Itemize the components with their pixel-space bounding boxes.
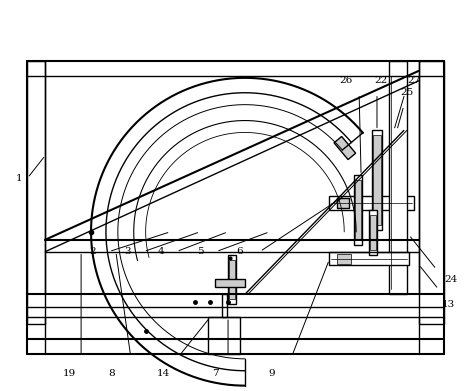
Bar: [389, 61, 407, 294]
Bar: [369, 210, 377, 255]
Bar: [370, 215, 376, 249]
Text: 25: 25: [400, 88, 414, 97]
Text: 7: 7: [212, 369, 219, 378]
Bar: [372, 131, 382, 230]
Bar: [419, 61, 444, 324]
Text: 13: 13: [442, 300, 455, 309]
Bar: [229, 260, 235, 299]
Text: 3: 3: [125, 247, 131, 256]
Text: 22: 22: [374, 76, 388, 85]
Text: 4: 4: [157, 247, 164, 256]
Bar: [228, 255, 236, 304]
Text: 9: 9: [268, 369, 275, 378]
Bar: [27, 61, 46, 324]
Bar: [355, 180, 361, 240]
Text: 14: 14: [157, 369, 170, 378]
Text: 26: 26: [340, 76, 353, 85]
Text: 2: 2: [90, 247, 96, 256]
Text: 19: 19: [63, 369, 76, 378]
Bar: [208, 317, 240, 354]
Text: 6: 6: [237, 247, 243, 256]
Text: 5: 5: [197, 247, 204, 256]
Bar: [337, 198, 349, 208]
Text: 8: 8: [109, 369, 115, 378]
Bar: [329, 251, 409, 265]
Bar: [329, 196, 414, 210]
Bar: [373, 135, 381, 225]
Bar: [354, 175, 362, 245]
Bar: [334, 136, 356, 160]
Text: 24: 24: [444, 275, 457, 284]
Bar: [337, 254, 351, 264]
Bar: [222, 294, 227, 317]
Text: 27: 27: [407, 76, 420, 85]
Text: 1: 1: [16, 174, 23, 183]
Bar: [215, 280, 245, 287]
